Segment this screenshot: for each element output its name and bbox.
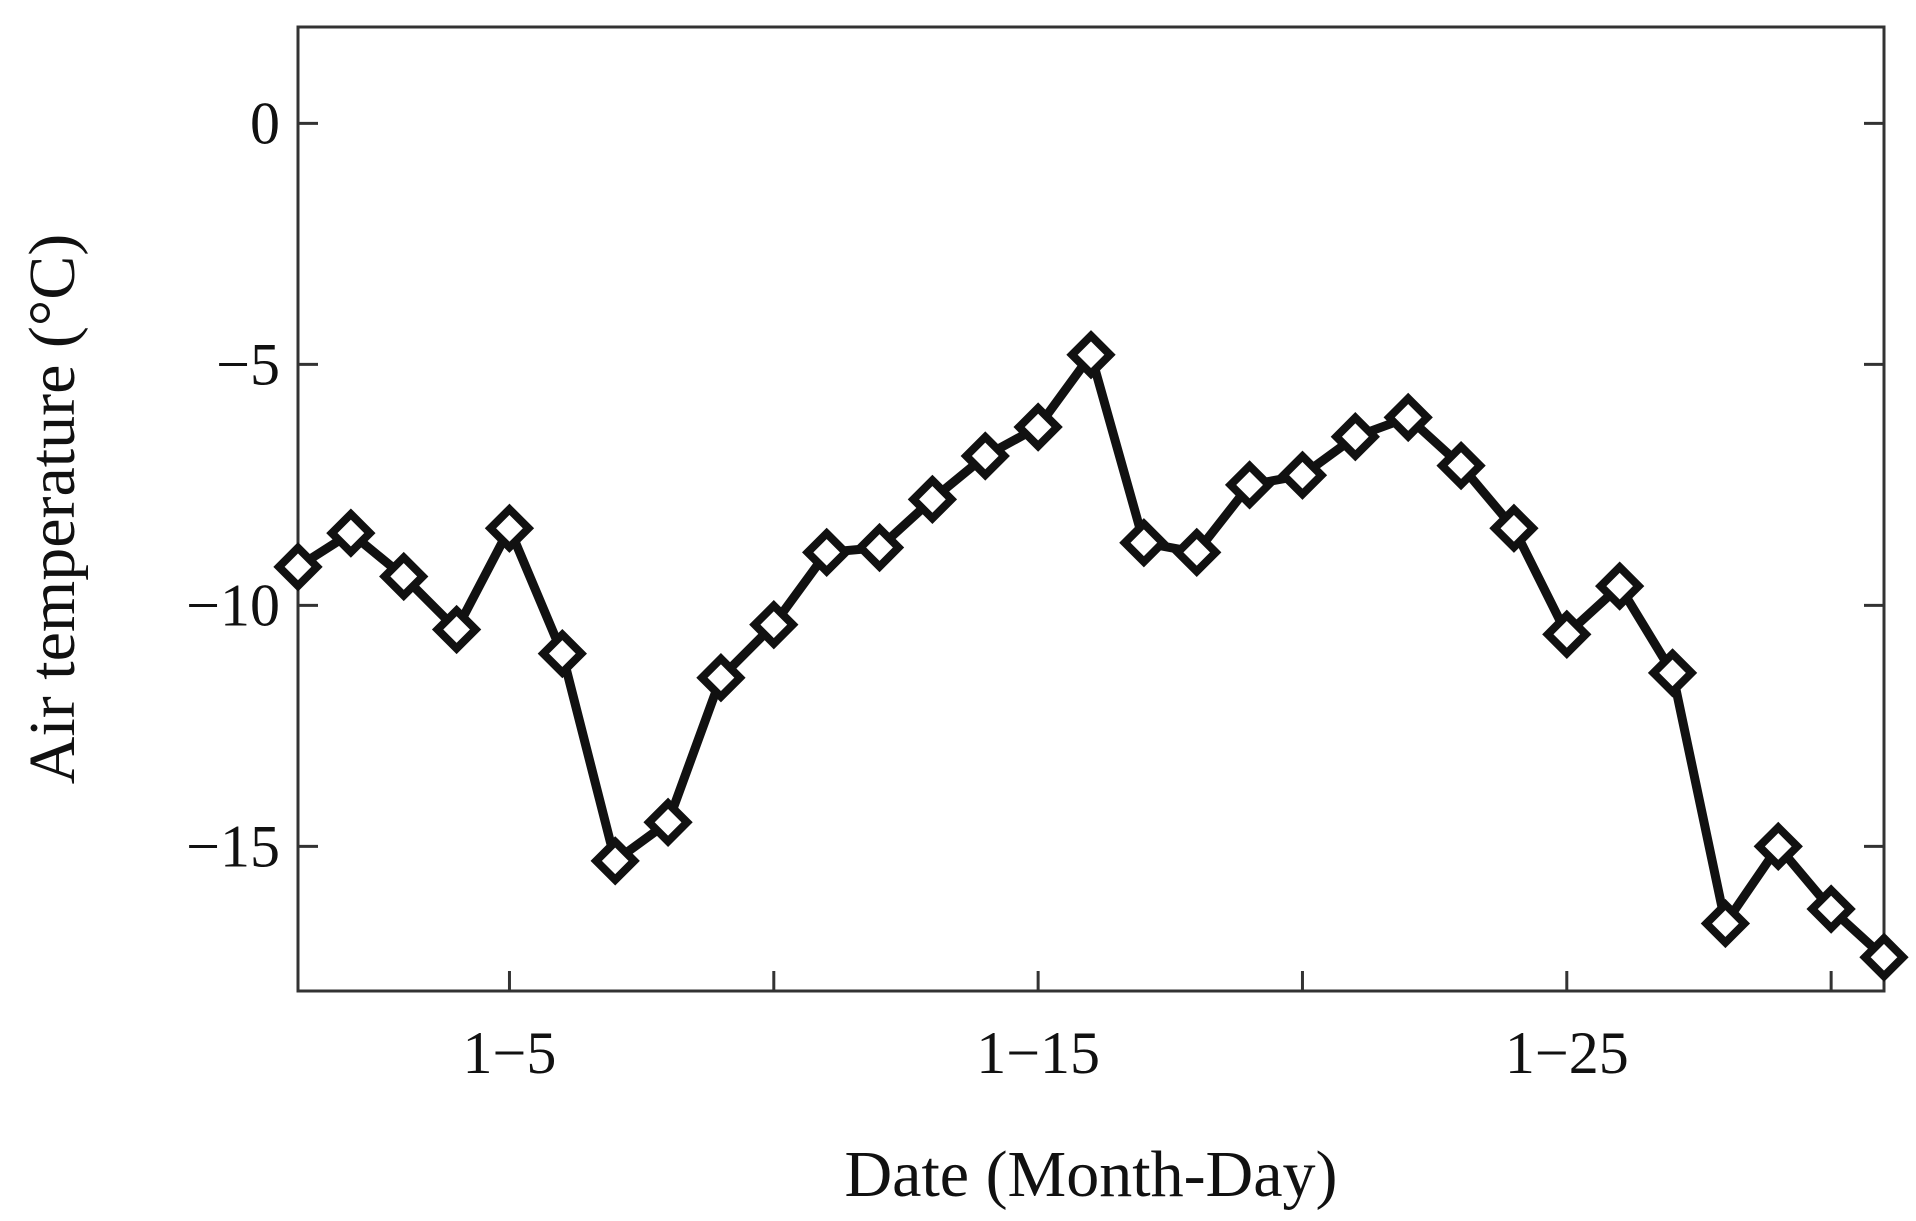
data-point-marker <box>590 836 640 886</box>
y-tick-label: −10 <box>186 572 280 638</box>
series-layer <box>273 330 1909 982</box>
data-point-marker <box>802 527 852 578</box>
data-point-marker <box>1806 884 1856 934</box>
data-point-marker <box>537 628 587 679</box>
y-tick-label: −15 <box>186 813 280 879</box>
data-point-marker <box>431 604 482 655</box>
data-point-marker <box>907 474 958 525</box>
data-point-marker <box>1700 898 1751 949</box>
data-point-marker <box>1647 648 1698 698</box>
x-tick-label: 1−25 <box>1505 1020 1629 1086</box>
data-point-marker <box>379 551 429 602</box>
data-point-marker <box>696 653 746 703</box>
data-point-marker <box>1119 518 1169 568</box>
data-point-marker <box>1277 450 1328 500</box>
data-point-marker <box>1595 561 1645 611</box>
series-line <box>293 350 1889 962</box>
data-point-marker <box>749 600 799 650</box>
data-point-marker <box>273 542 323 592</box>
data-point-marker <box>1436 440 1486 491</box>
data-point-marker <box>484 503 535 553</box>
data-point-marker <box>1172 527 1222 578</box>
data-point-marker <box>1066 330 1116 380</box>
x-tick-label: 1−5 <box>463 1020 557 1086</box>
x-tick-label: 1−15 <box>976 1020 1100 1086</box>
data-point-marker <box>1489 503 1539 553</box>
data-point-marker <box>1753 821 1803 872</box>
data-point-marker <box>1542 609 1592 659</box>
x-axis-ticks: 1−5 1−15 1−25 <box>463 971 1833 1086</box>
data-point-marker <box>1330 412 1380 462</box>
data-point-marker <box>326 508 376 558</box>
y-axis-ticks: 0 −5 −10 −15 <box>186 90 1884 879</box>
plot-frame <box>296 25 1886 993</box>
data-point-marker <box>1013 402 1063 452</box>
y-tick-label: −5 <box>216 331 280 397</box>
x-axis-label: Date (Month-Day) <box>844 1138 1337 1211</box>
data-point-marker <box>1859 932 1909 982</box>
data-point-marker <box>960 431 1010 481</box>
y-tick-label: 0 <box>250 90 280 156</box>
data-point-marker <box>1383 392 1433 443</box>
data-point-marker <box>1224 460 1275 510</box>
data-point-marker <box>643 797 693 847</box>
data-point-marker <box>854 522 905 573</box>
y-axis-label: Air temperature (°C) <box>16 234 89 785</box>
